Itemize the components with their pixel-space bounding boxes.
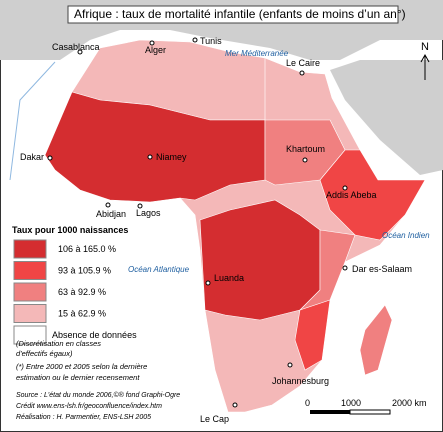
city: Luanda xyxy=(214,273,244,283)
mozambique xyxy=(294,299,331,371)
source: Source : L'état du monde 2006,©® fond Gr… xyxy=(16,391,180,399)
note: (Discrétisation en classes xyxy=(16,339,101,348)
city: Johannesburg xyxy=(272,376,329,386)
city: Le Caire xyxy=(286,58,320,68)
note: estimation ou le dernier recensement xyxy=(16,373,140,382)
legend-label: 63 à 92.9 % xyxy=(58,287,106,297)
city: Le Cap xyxy=(200,414,229,424)
legend: 106 à 165.0 % 93 à 105.9 % 63 à 92.9 % 15 à… xyxy=(13,239,137,345)
city: Abidjan xyxy=(96,209,126,219)
legend-label: Absence de données xyxy=(52,330,137,340)
city: Dakar xyxy=(20,152,44,162)
madagascar xyxy=(359,304,393,376)
legend-label: 93 à 105.9 % xyxy=(58,266,111,276)
cities: Casablanca Alger Tunis Le Caire Dakar Ni… xyxy=(20,36,412,424)
sea-label: Océan Indien xyxy=(382,231,430,240)
legend-label: 106 à 165.0 % xyxy=(58,244,116,254)
source: Crédit www.ens-lsh.fr/geoconfluence/inde… xyxy=(16,403,162,410)
central xyxy=(199,199,321,321)
city: Niamey xyxy=(156,152,187,162)
scale-bar xyxy=(349,409,391,415)
north-arrow xyxy=(420,53,430,80)
title: Afrique : taux de mortalité infantile (e… xyxy=(74,7,406,21)
middle-east xyxy=(330,60,443,175)
river xyxy=(9,61,56,181)
legend-swatch xyxy=(13,239,47,259)
city: Khartoum xyxy=(286,144,325,154)
legend-swatch xyxy=(13,282,47,302)
north: N xyxy=(421,41,429,53)
legend-swatch xyxy=(13,304,47,323)
scale-label: 2000 km xyxy=(392,398,427,408)
scale-label: 0 xyxy=(305,398,310,408)
title-box xyxy=(67,5,399,24)
city: Alger xyxy=(145,45,166,55)
sea-label: Océan Atlantique xyxy=(128,265,190,274)
city: Addis Abeba xyxy=(326,190,377,200)
sea-label: Mer Méditerranée xyxy=(225,49,289,58)
horn xyxy=(319,149,426,241)
sahel xyxy=(44,91,266,203)
legend-swatch xyxy=(13,261,47,280)
city: Casablanca xyxy=(52,42,100,52)
note: d'effectifs égaux) xyxy=(16,349,73,358)
legend-title: Taux pour 1000 naissances xyxy=(12,225,128,235)
city: Tunis xyxy=(200,36,222,46)
legend-swatch xyxy=(13,325,47,345)
city: Dar es-Salaam xyxy=(352,264,412,274)
note: (*) Entre 2000 et 2005 selon la dernière xyxy=(16,362,147,371)
legend-label: 15 à 62.9 % xyxy=(58,309,106,319)
source: Réalisation : H. Parmentier, ENS-LSH 200… xyxy=(16,414,151,421)
city: Lagos xyxy=(136,208,161,218)
scale-bar xyxy=(310,410,350,414)
scale-label: 1000 xyxy=(341,398,361,408)
